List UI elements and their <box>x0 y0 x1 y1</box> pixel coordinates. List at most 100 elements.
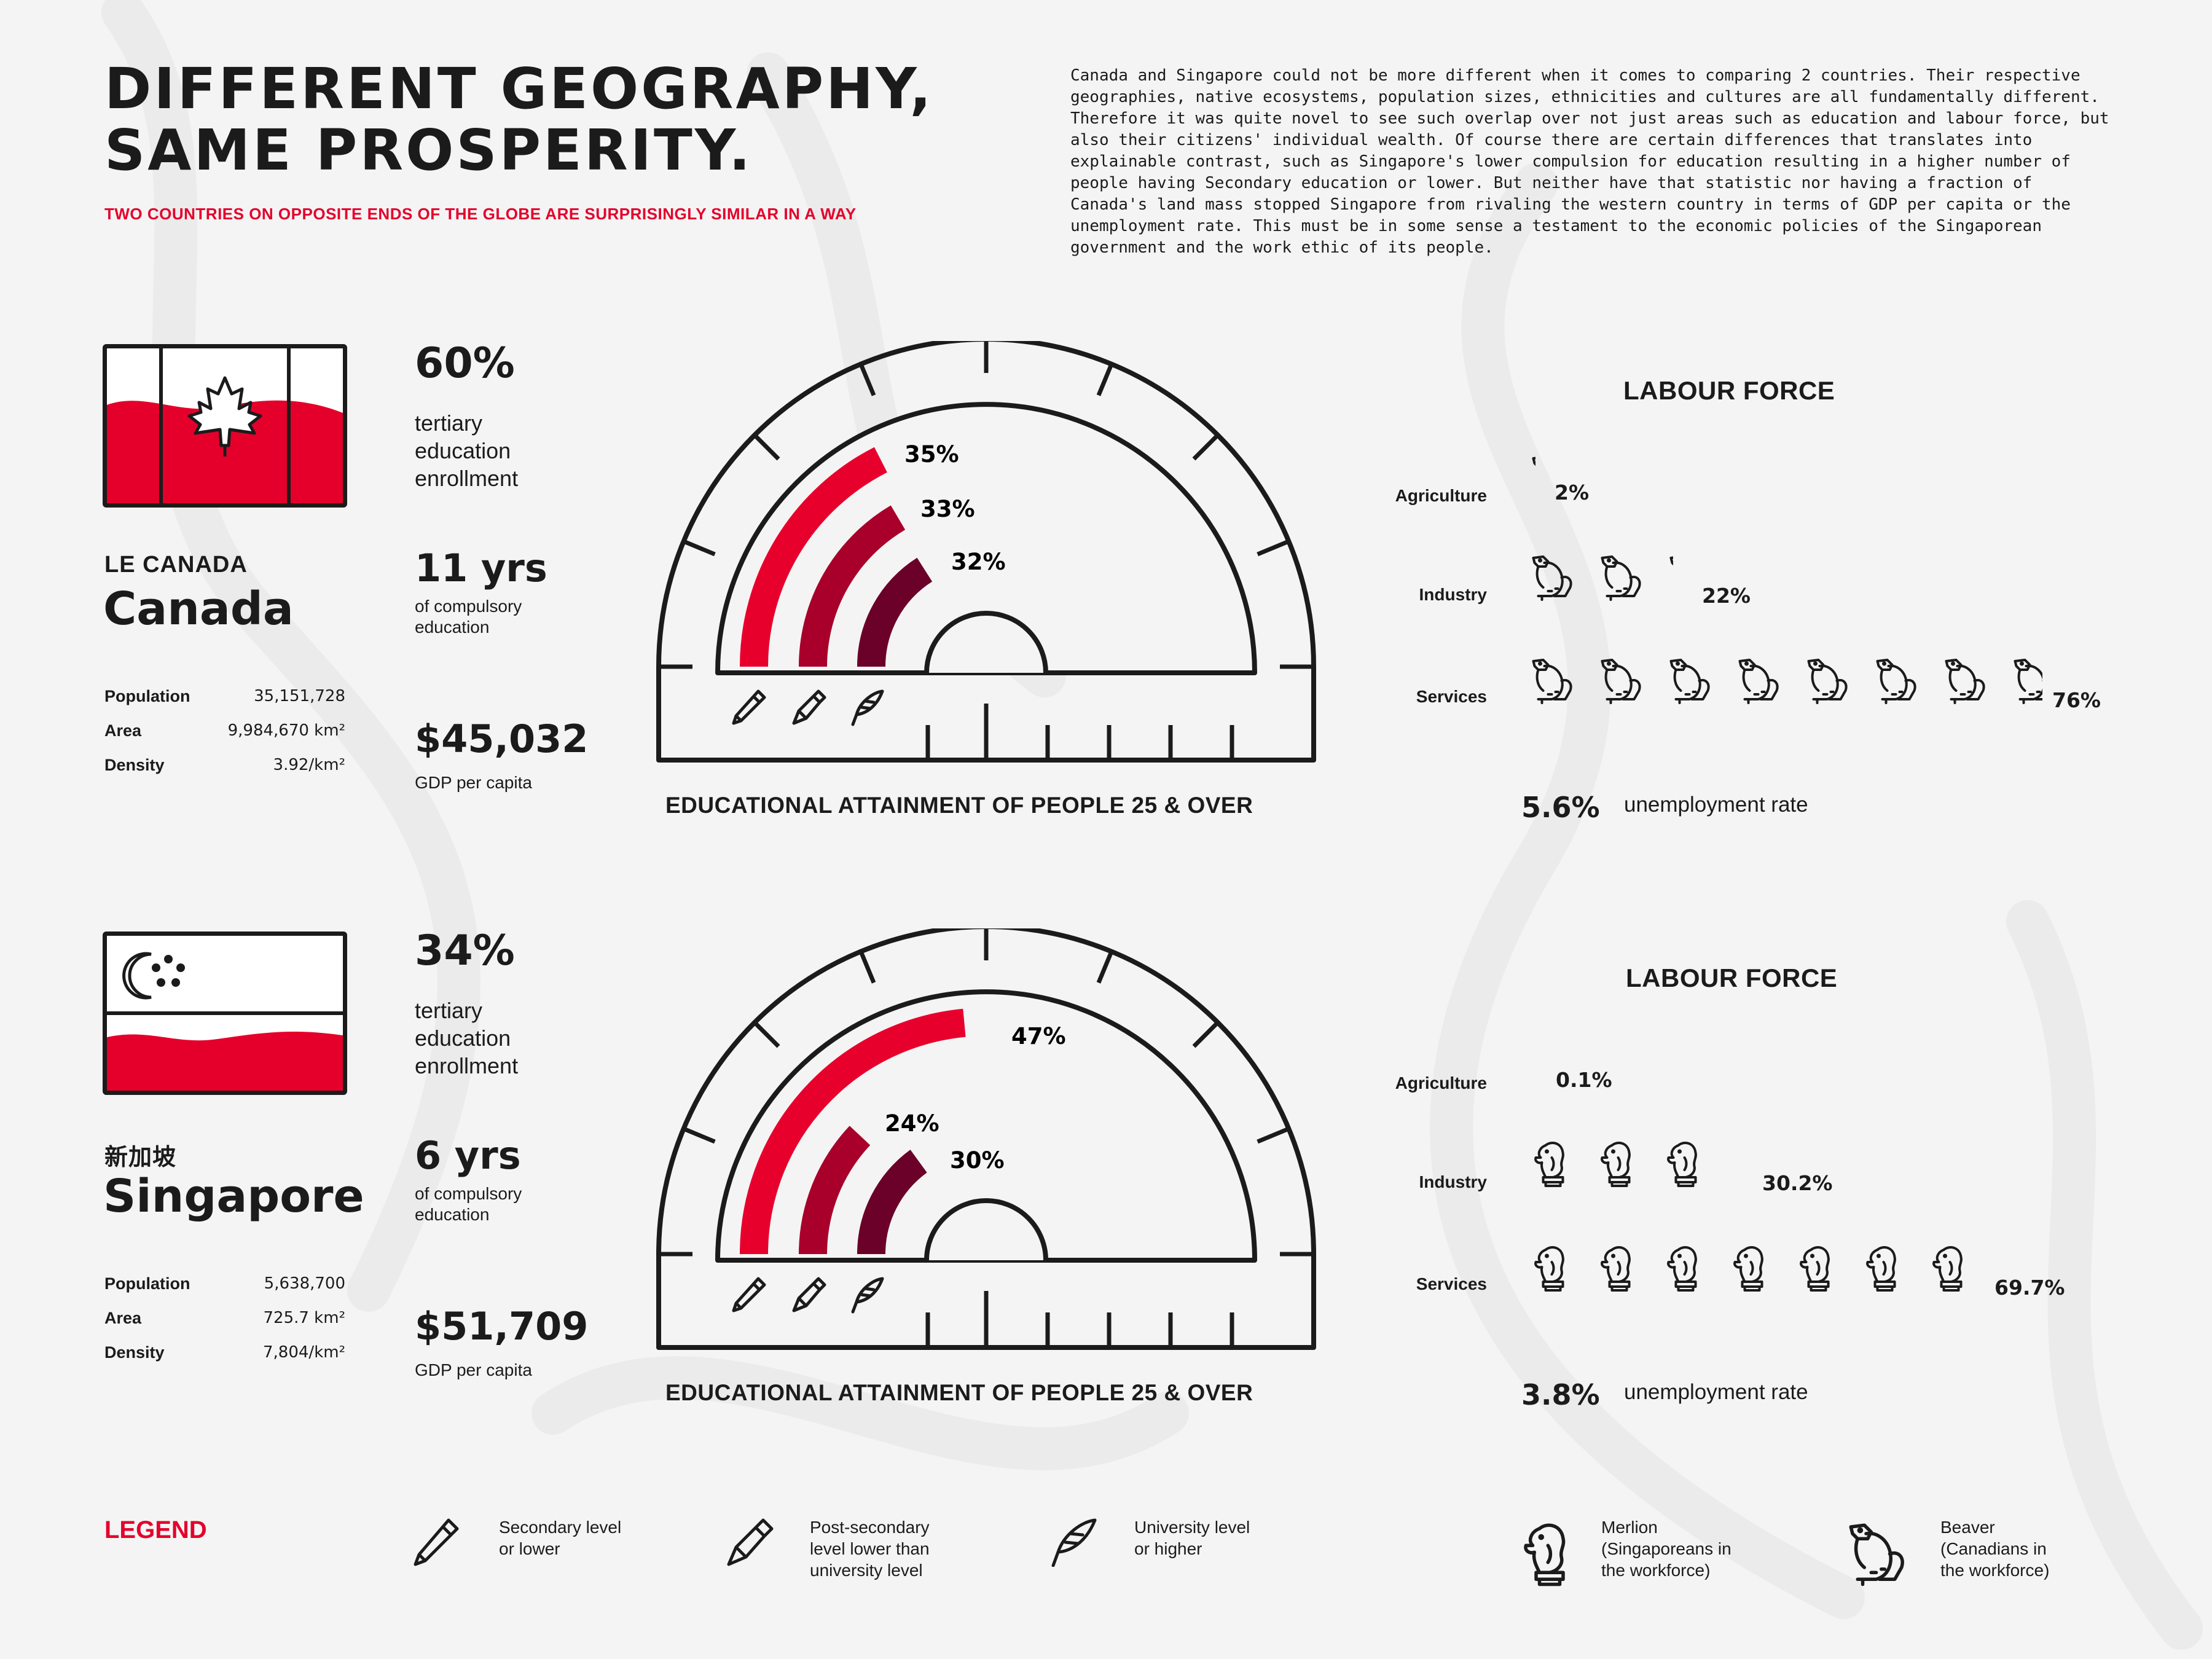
pencil-icon <box>732 1277 766 1312</box>
singapore-stat-area: Area 725.7 km² <box>104 1309 345 1327</box>
singapore-name: Singapore <box>103 1170 364 1223</box>
beaver-icon <box>1798 656 1861 712</box>
protractor-tick <box>858 951 876 984</box>
protractor-tick <box>683 539 716 557</box>
protractor-tick <box>753 1021 780 1048</box>
singapore-gdp-label: GDP per capita <box>415 1360 532 1379</box>
legend-merlion-icon <box>1521 1520 1578 1591</box>
singapore-agriculture-pct: 0.1% <box>1556 1068 1612 1092</box>
canada-university-arc <box>857 557 933 667</box>
singapore-gdp-value: $51,709 <box>415 1304 589 1349</box>
merlion-icon <box>1854 1244 1915 1299</box>
legend-pencil-icon <box>414 1518 459 1566</box>
pen-icon <box>792 689 826 725</box>
canada-compulsory-label: of compulsory education <box>415 597 522 637</box>
protractor-tick <box>858 363 876 396</box>
legend-beaver-icon <box>1846 1520 1913 1591</box>
canada-stat-population: Population 35,151,728 <box>104 687 345 705</box>
canada-university-pct: 32% <box>951 549 1006 575</box>
singapore-labour-title: LABOUR FORCE <box>1626 963 1838 992</box>
singapore-industry-pct: 30.2% <box>1762 1171 1833 1195</box>
beaver-icon <box>1660 553 1673 608</box>
singapore-tertiary-label: tertiary education enrollment <box>415 998 519 1078</box>
canada-agriculture-pct: 2% <box>1555 480 1590 504</box>
intro-paragraph: Canada and Singapore could not be more d… <box>1070 66 2109 257</box>
singapore-stat-density: Density 7,804/km² <box>104 1343 345 1362</box>
canada-postsecondary-arc <box>799 505 906 667</box>
canada-secondary-arc <box>740 447 887 667</box>
legend-pen-icon <box>727 1518 774 1566</box>
maple-leaf-icon <box>187 376 262 457</box>
merlion-icon <box>1589 1244 1650 1299</box>
merlion-icon <box>1589 1139 1650 1194</box>
singapore-education-title: EDUCATIONAL ATTAINMENT OF PEOPLE 25 & OV… <box>665 1380 1253 1405</box>
singapore-unemployment-value: 3.8% <box>1521 1378 1600 1411</box>
canada-tertiary-value: 60% <box>415 339 515 388</box>
canada-alias: LE CANADA <box>104 552 248 578</box>
singapore-university-arc <box>857 1150 928 1255</box>
beaver-icon <box>1591 656 1655 712</box>
beaver-icon <box>1867 656 1930 712</box>
legend-postsecondary-text: Post-secondary level lower than university… <box>810 1518 930 1580</box>
singapore-stat-population: Population 5,638,700 <box>104 1274 345 1293</box>
canada-labour-title: LABOUR FORCE <box>1623 376 1835 405</box>
protractor-tick <box>1096 363 1114 396</box>
canada-sector-services: Services <box>1416 687 1487 706</box>
page-subtitle: TWO COUNTRIES ON OPPOSITE ENDS OF THE GL… <box>104 205 857 223</box>
protractor-tick <box>1192 433 1220 461</box>
singapore-postsecondary-arc <box>799 1126 871 1255</box>
legend-quill-icon <box>1051 1518 1097 1567</box>
canada-stat-area: Area 9,984,670 km² <box>104 721 345 740</box>
protractor-tick <box>1257 539 1290 557</box>
singapore-postsecondary-pct: 24% <box>885 1110 939 1137</box>
canada-postsecondary-pct: 33% <box>920 496 975 522</box>
merlion-icon <box>1788 1244 1849 1299</box>
canada-tertiary-label: tertiary education enrollment <box>415 410 519 491</box>
canada-sector-industry: Industry <box>1419 585 1487 604</box>
canada-compulsory-value: 11 yrs <box>415 546 547 590</box>
singapore-secondary-arc <box>740 1008 966 1255</box>
singapore-sector-agriculture: Agriculture <box>1395 1073 1487 1092</box>
singapore-services-pct: 69.7% <box>1994 1276 2065 1300</box>
legend-secondary-text: Secondary level or lower <box>499 1518 622 1558</box>
beaver-icon <box>1729 656 1792 712</box>
canada-gdp-value: $45,032 <box>415 716 589 761</box>
merlion-icon <box>1722 1139 1725 1194</box>
beaver-icon <box>1591 553 1655 608</box>
singapore-compulsory-value: 6 yrs <box>415 1133 521 1178</box>
beaver-icon <box>1523 453 1535 509</box>
crescent-icon <box>122 952 152 1000</box>
legend-merlion-text: Merlion (Singaporeans in the workforce) <box>1601 1518 1732 1580</box>
canada-name: Canada <box>103 582 294 635</box>
canada-flag <box>103 344 347 508</box>
pen-icon <box>792 1277 826 1312</box>
merlion-icon <box>1523 1041 1526 1096</box>
merlion-icon <box>1655 1139 1716 1194</box>
canada-sector-agriculture: Agriculture <box>1395 486 1487 505</box>
singapore-compulsory-label: of compulsory education <box>415 1184 522 1224</box>
merlion-icon <box>1523 1139 1583 1194</box>
protractor-tick <box>683 1126 716 1144</box>
protractor-tick <box>1257 1126 1290 1144</box>
singapore-university-pct: 30% <box>950 1147 1005 1174</box>
canada-industry-pct: 22% <box>1702 584 1751 608</box>
beaver-icon <box>2004 656 2042 712</box>
legend-beaver-text: Beaver (Canadians in the workforce) <box>1940 1518 2050 1580</box>
beaver-icon <box>1660 656 1724 712</box>
merlion-icon <box>1722 1244 1783 1299</box>
quill-icon <box>851 689 884 726</box>
protractor-tick <box>1192 1021 1220 1048</box>
beaver-icon <box>1936 656 1999 712</box>
legend-university-text: University level or higher <box>1134 1518 1250 1558</box>
title-line-2: SAME PROSPERITY. <box>104 117 753 183</box>
beaver-icon <box>1523 656 1586 712</box>
pencil-icon <box>732 689 766 725</box>
canada-stat-density: Density 3.92/km² <box>104 756 345 774</box>
merlion-icon <box>1523 1244 1583 1299</box>
singapore-flag <box>103 931 347 1095</box>
singapore-sector-industry: Industry <box>1419 1172 1487 1191</box>
canada-education-chart: 35% 33% 32% <box>656 341 1316 763</box>
canada-education-title: EDUCATIONAL ATTAINMENT OF PEOPLE 25 & OV… <box>665 793 1253 818</box>
stars-icon <box>152 955 185 987</box>
page-title: DIFFERENT GEOGRAPHY, SAME PROSPERITY. <box>104 58 1063 181</box>
